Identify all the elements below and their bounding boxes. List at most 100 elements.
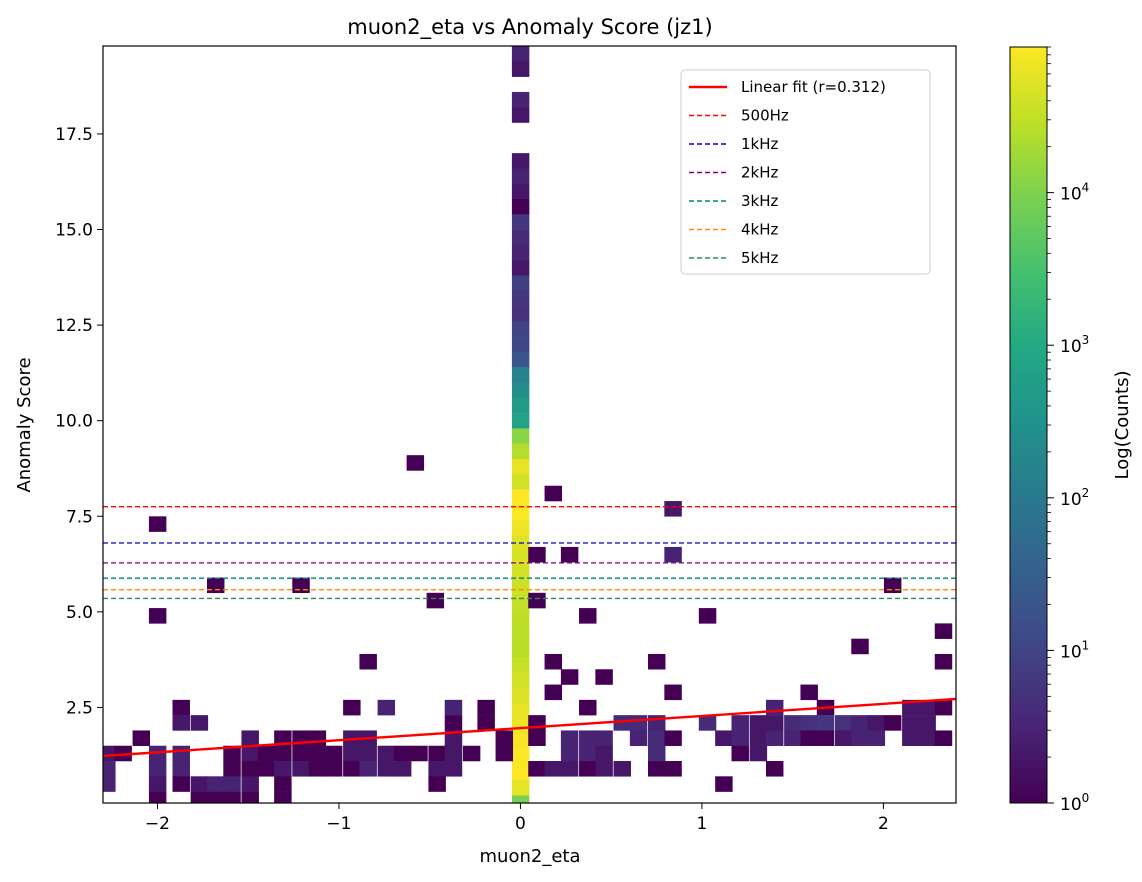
heatmap-cell [511,611,530,628]
heatmap-cell [511,642,530,659]
heatmap-cell [613,761,631,777]
colorbar-tick-label: 100 [1060,791,1089,815]
heatmap-cell [511,260,530,276]
heatmap-cell [308,730,327,746]
heatmap-cell [560,745,579,762]
heatmap-cell [648,653,666,670]
heatmap-cell [511,321,530,337]
heatmap-cell [883,577,902,594]
heatmap-cell [444,715,463,731]
heatmap-cell [377,761,396,777]
y-tick-label: 5.0 [66,603,93,623]
heatmap-cell [934,623,953,639]
heatmap-cell [579,699,597,716]
legend: Linear fit (r=0.312) 500Hz 1kHz 2kHz 3kHz 4kH… [680,69,931,275]
legend-label: 500Hz [741,107,789,125]
linear-fit-line [103,697,956,758]
heatmap-cell [698,715,717,731]
heatmap-cell [190,776,209,792]
heatmap-cell [765,699,784,716]
heatmap-cell [292,577,310,594]
y-tick-label: 2.5 [66,698,93,718]
heatmap-cell [902,699,920,716]
plot-frame [102,45,957,804]
heatmap-cell [784,730,802,746]
heatmap-cell [343,761,361,777]
heatmap-cell [359,745,377,762]
heatmap-cell [765,715,784,731]
heatmap-cell [359,653,377,670]
heatmap-cell [511,351,530,368]
heatmap-cell [511,199,530,215]
heatmap-cell [902,730,920,746]
heatmap-cell [241,761,259,777]
heatmap-cell [664,501,682,517]
heatmap-cell [511,382,530,399]
heatmap-cell [274,776,292,792]
heatmap-cell [579,745,597,762]
heatmap-cell [148,608,167,624]
heatmap-cell [274,730,292,746]
heatmap-cell [274,745,292,762]
heatmap-cell [274,791,292,803]
heatmap-cell [715,730,733,746]
heatmap-cell [132,730,151,746]
heatmap-cell [934,699,953,716]
heatmap-cell [511,290,530,307]
colorbar-gradient [1010,47,1047,803]
heatmap-cell [579,608,597,624]
heatmap-cell [511,168,530,184]
y-tick-label: 15.0 [55,221,93,241]
heatmap-cell [595,730,613,746]
heatmap-cell [444,745,463,762]
heatmap-cell [511,673,530,689]
colorbar: 100 101 102 103 104 Log(Counts) [1009,46,1133,815]
heatmap-cell [511,458,530,475]
heatmap-cell [934,730,953,746]
heatmap-cell [444,761,463,777]
heatmap-cell [664,546,682,563]
heatmap-cell [511,153,530,169]
heatmap-cell [800,684,818,701]
heatmap-cell [595,669,613,685]
heatmap-cell [511,550,530,567]
heatmap-cell [528,592,546,609]
heatmap-cell [511,183,530,200]
heatmap-cell [462,745,481,762]
heatmap-cell [241,745,259,762]
legend-box [680,69,931,275]
heatmap-cell [359,761,377,777]
heatmap-cell [511,107,530,123]
heatmap-cell [560,761,579,777]
heatmap-cell [867,715,886,731]
heatmap-cell [377,745,396,762]
heatmap-cell [377,699,396,716]
heatmap-cell [511,780,530,796]
heatmap-cell [511,91,530,108]
heatmap-cell [731,730,749,746]
legend-label: Linear fit (r=0.312) [741,78,886,96]
heatmap-cell [544,761,563,777]
heatmap-cell [428,761,446,777]
heatmap-cell [406,455,425,471]
heatmap-cell [867,730,886,746]
heatmap-cell [172,761,190,777]
heatmap-cell [206,791,225,803]
heatmap-cell [343,699,361,716]
heatmap-cell [324,745,343,762]
heatmap-cell [103,776,116,792]
heatmap-cell [851,730,869,746]
heatmap-cell [495,730,514,746]
heatmap-cell [834,715,853,731]
heatmap-cell [579,761,597,777]
heatmap-cell [511,718,530,735]
heatmap-cell [816,730,835,746]
heatmap-cell [664,684,682,701]
heatmap-cell [511,306,530,322]
heatmap-cell [511,504,530,521]
x-tick-label: 0 [515,814,526,834]
heatmap-cell [595,745,613,762]
heatmap-cell [883,715,902,731]
heatmap-cell [308,745,327,762]
